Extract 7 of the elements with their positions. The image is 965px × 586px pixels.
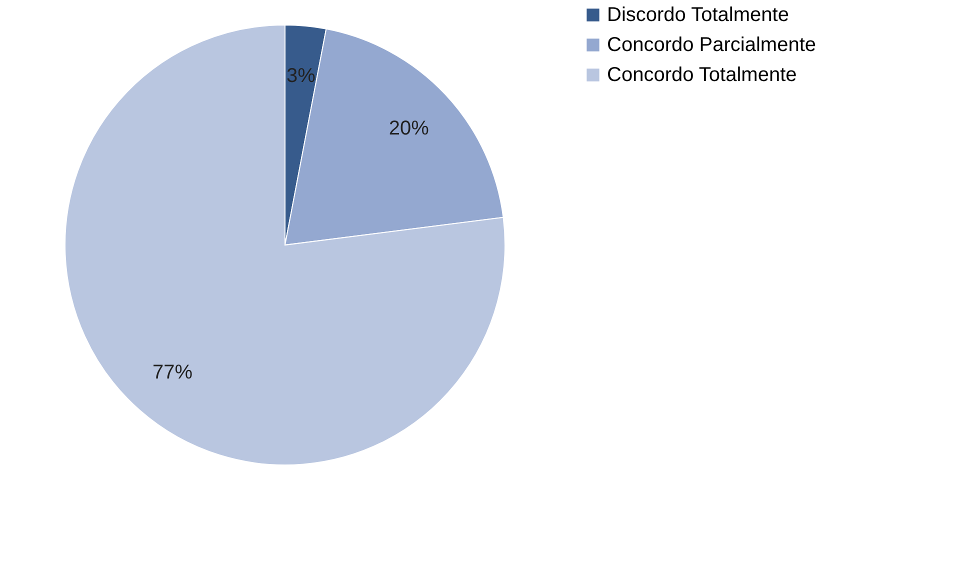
data-label: 3%: [286, 64, 316, 87]
pie-slice: [64, 24, 506, 466]
data-label: 77%: [152, 362, 193, 384]
legend-label: Discordo Totalmente: [607, 4, 789, 26]
data-label: 20%: [388, 118, 430, 140]
legend-label: Concordo Parcialmente: [607, 34, 816, 56]
legend-label: Concordo Totalmente: [607, 64, 797, 86]
